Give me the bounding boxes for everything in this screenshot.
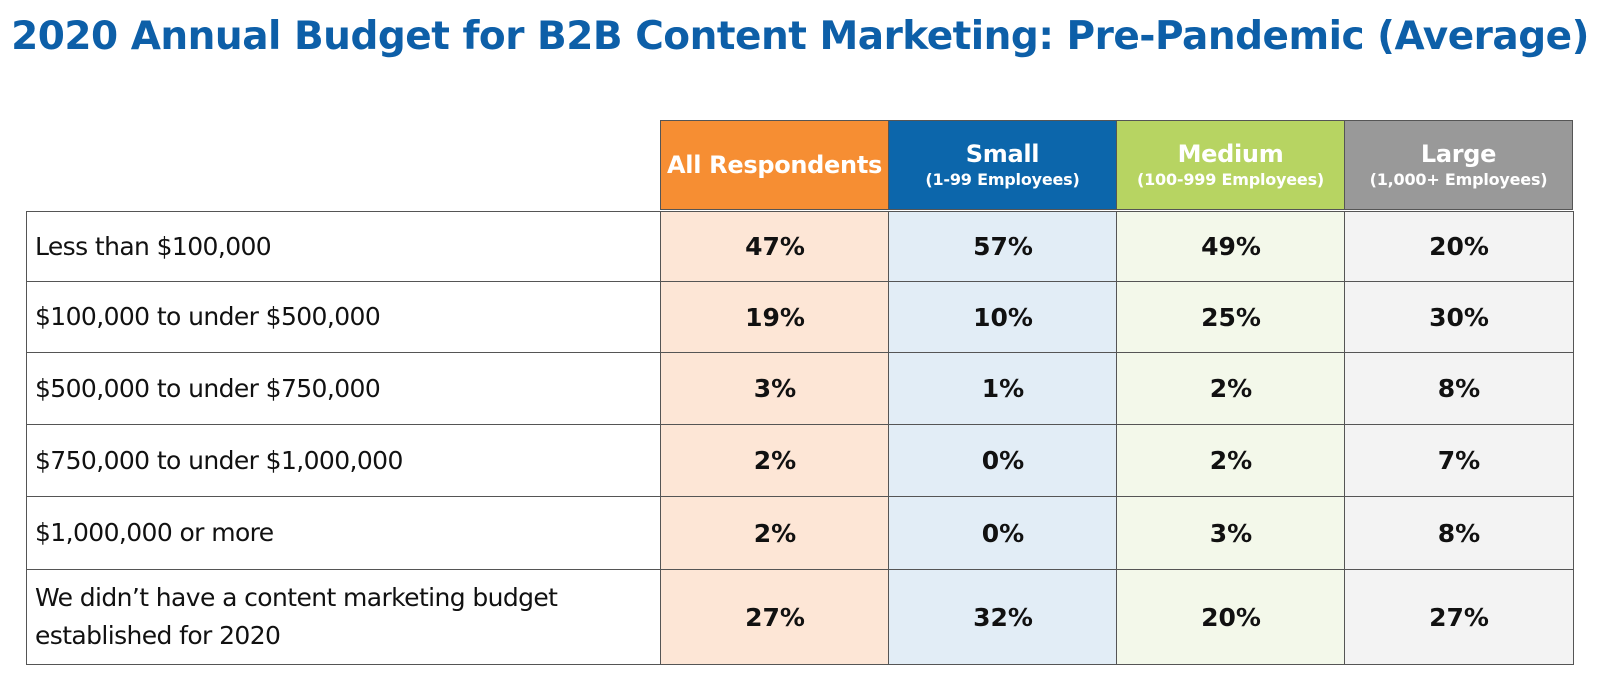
value-large: 8% (1344, 353, 1574, 424)
column-header-medium: Medium (100-999 Employees) (1116, 120, 1345, 210)
value-all-respondents: 2% (660, 425, 889, 496)
value-small: 0% (888, 425, 1117, 496)
value-medium: 2% (1116, 425, 1345, 496)
row-label: $500,000 to under $750,000 (26, 353, 661, 424)
row-label: $100,000 to under $500,000 (26, 282, 661, 352)
column-header-label: All Respondents (667, 151, 882, 179)
budget-table: Less than $100,000 47% 57% 49% 20% $100,… (26, 211, 1574, 665)
column-header-large: Large (1,000+ Employees) (1344, 120, 1573, 210)
value-large: 27% (1344, 570, 1574, 664)
value-medium: 2% (1116, 353, 1345, 424)
chart-title: 2020 Annual Budget for B2B Content Marke… (11, 14, 1589, 59)
value-small: 0% (888, 497, 1117, 569)
table-row: We didn’t have a content marketing budge… (26, 570, 1574, 665)
table-row: $750,000 to under $1,000,000 2% 0% 2% 7% (26, 425, 1574, 497)
table-row: $100,000 to under $500,000 19% 10% 25% 3… (26, 282, 1574, 353)
value-large: 30% (1344, 282, 1574, 352)
value-medium: 3% (1116, 497, 1345, 569)
column-header-label: Medium (1177, 140, 1284, 168)
value-all-respondents: 27% (660, 570, 889, 664)
value-all-respondents: 2% (660, 497, 889, 569)
value-all-respondents: 3% (660, 353, 889, 424)
value-all-respondents: 19% (660, 282, 889, 352)
table-row: $1,000,000 or more 2% 0% 3% 8% (26, 497, 1574, 570)
value-small: 10% (888, 282, 1117, 352)
column-header-all-respondents: All Respondents (660, 120, 889, 210)
row-label: Less than $100,000 (26, 212, 661, 281)
column-header-small: Small (1-99 Employees) (888, 120, 1117, 210)
column-header-label: Large (1420, 140, 1497, 168)
value-large: 20% (1344, 212, 1574, 281)
row-label: $750,000 to under $1,000,000 (26, 425, 661, 496)
column-header-label: Small (965, 140, 1040, 168)
column-header-sublabel: (100-999 Employees) (1136, 170, 1325, 189)
value-large: 7% (1344, 425, 1574, 496)
table-row: Less than $100,000 47% 57% 49% 20% (26, 211, 1574, 282)
value-large: 8% (1344, 497, 1574, 569)
row-label: We didn’t have a content marketing budge… (26, 570, 661, 664)
table-row: $500,000 to under $750,000 3% 1% 2% 8% (26, 353, 1574, 425)
value-small: 1% (888, 353, 1117, 424)
value-medium: 20% (1116, 570, 1345, 664)
column-header-sublabel: (1,000+ Employees) (1369, 170, 1548, 189)
value-small: 57% (888, 212, 1117, 281)
value-all-respondents: 47% (660, 212, 889, 281)
value-medium: 25% (1116, 282, 1345, 352)
row-label: $1,000,000 or more (26, 497, 661, 569)
column-header-sublabel: (1-99 Employees) (925, 170, 1080, 189)
value-small: 32% (888, 570, 1117, 664)
value-medium: 49% (1116, 212, 1345, 281)
